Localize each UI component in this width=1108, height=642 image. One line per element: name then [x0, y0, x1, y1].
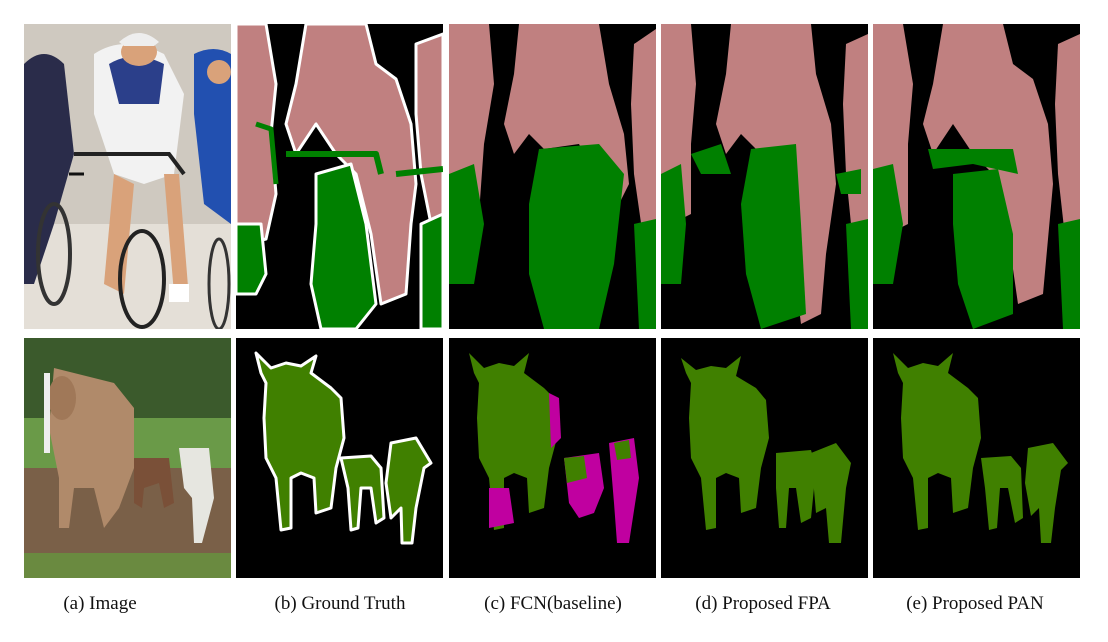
fcn-baseline-cyclists	[449, 24, 656, 329]
photo-cyclists	[24, 24, 231, 329]
caption-proposed-pan: (e) Proposed PAN	[906, 593, 1044, 614]
ground-truth-cyclists	[236, 24, 443, 329]
caption-fcn-baseline: (c) FCN(baseline)	[484, 593, 622, 614]
pan-cyclists	[873, 24, 1080, 329]
fpa-cyclists	[661, 24, 868, 329]
caption-ground-truth: (b) Ground Truth	[274, 593, 406, 614]
pan-cows	[873, 338, 1080, 578]
caption-image: (a) Image	[63, 593, 137, 614]
caption-proposed-fpa: (d) Proposed FPA	[695, 593, 831, 614]
ground-truth-cows	[236, 338, 443, 578]
photo-cows	[24, 338, 231, 578]
fcn-baseline-cows	[449, 338, 656, 578]
fpa-cows	[661, 338, 868, 578]
